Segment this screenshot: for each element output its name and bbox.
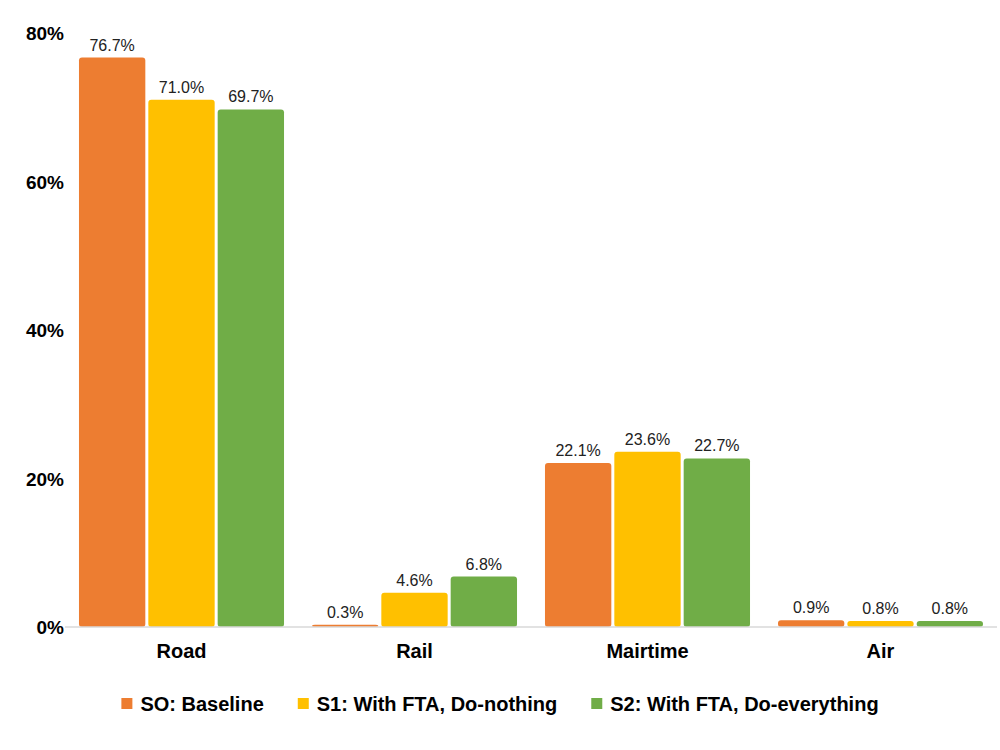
bar <box>684 458 750 627</box>
legend-swatch <box>591 698 602 709</box>
y-tick-label: 40% <box>26 320 64 341</box>
bar <box>778 620 844 627</box>
y-tick-label: 80% <box>26 23 64 44</box>
bar <box>847 621 913 627</box>
y-tick-label: 20% <box>26 469 64 490</box>
data-label: 69.7% <box>228 88 273 105</box>
data-label: 76.7% <box>89 37 134 54</box>
x-tick-label: Mairtime <box>606 640 688 662</box>
bar <box>381 593 447 627</box>
bar <box>545 463 611 627</box>
bars <box>79 58 983 627</box>
y-tick-label: 0% <box>37 617 65 638</box>
bar <box>917 621 983 627</box>
chart: 0% 20% 40% 60% 80% 76.7% 0.3% 22.1% 0.9% 71.0% 4.6… <box>0 0 1000 750</box>
data-label: 6.8% <box>466 556 502 573</box>
legend: SO: Baseline S1: With FTA, Do-nothing S2: … <box>121 693 878 715</box>
bar <box>218 109 284 627</box>
data-label: 22.7% <box>694 437 739 454</box>
data-label: 0.9% <box>793 599 829 616</box>
data-label: 0.8% <box>932 600 968 617</box>
x-tick-label: Air <box>867 640 895 662</box>
bar <box>614 452 680 627</box>
x-tick-label: Rail <box>396 640 433 662</box>
legend-swatch <box>298 698 309 709</box>
bar <box>451 577 517 627</box>
data-label: 4.6% <box>396 572 432 589</box>
legend-swatch <box>121 698 132 709</box>
x-tick-label: Road <box>157 640 207 662</box>
legend-label: S2: With FTA, Do-everything <box>610 693 878 715</box>
x-axis-line <box>65 626 997 628</box>
data-label: 71.0% <box>159 79 204 96</box>
legend-label: SO: Baseline <box>140 693 263 715</box>
data-label: 22.1% <box>555 442 600 459</box>
y-tick-label: 60% <box>26 172 64 193</box>
bar <box>148 100 214 627</box>
legend-label: S1: With FTA, Do-nothing <box>317 693 558 715</box>
data-label: 0.3% <box>327 604 363 621</box>
data-label: 23.6% <box>625 431 670 448</box>
bar <box>79 58 145 627</box>
data-label: 0.8% <box>862 600 898 617</box>
